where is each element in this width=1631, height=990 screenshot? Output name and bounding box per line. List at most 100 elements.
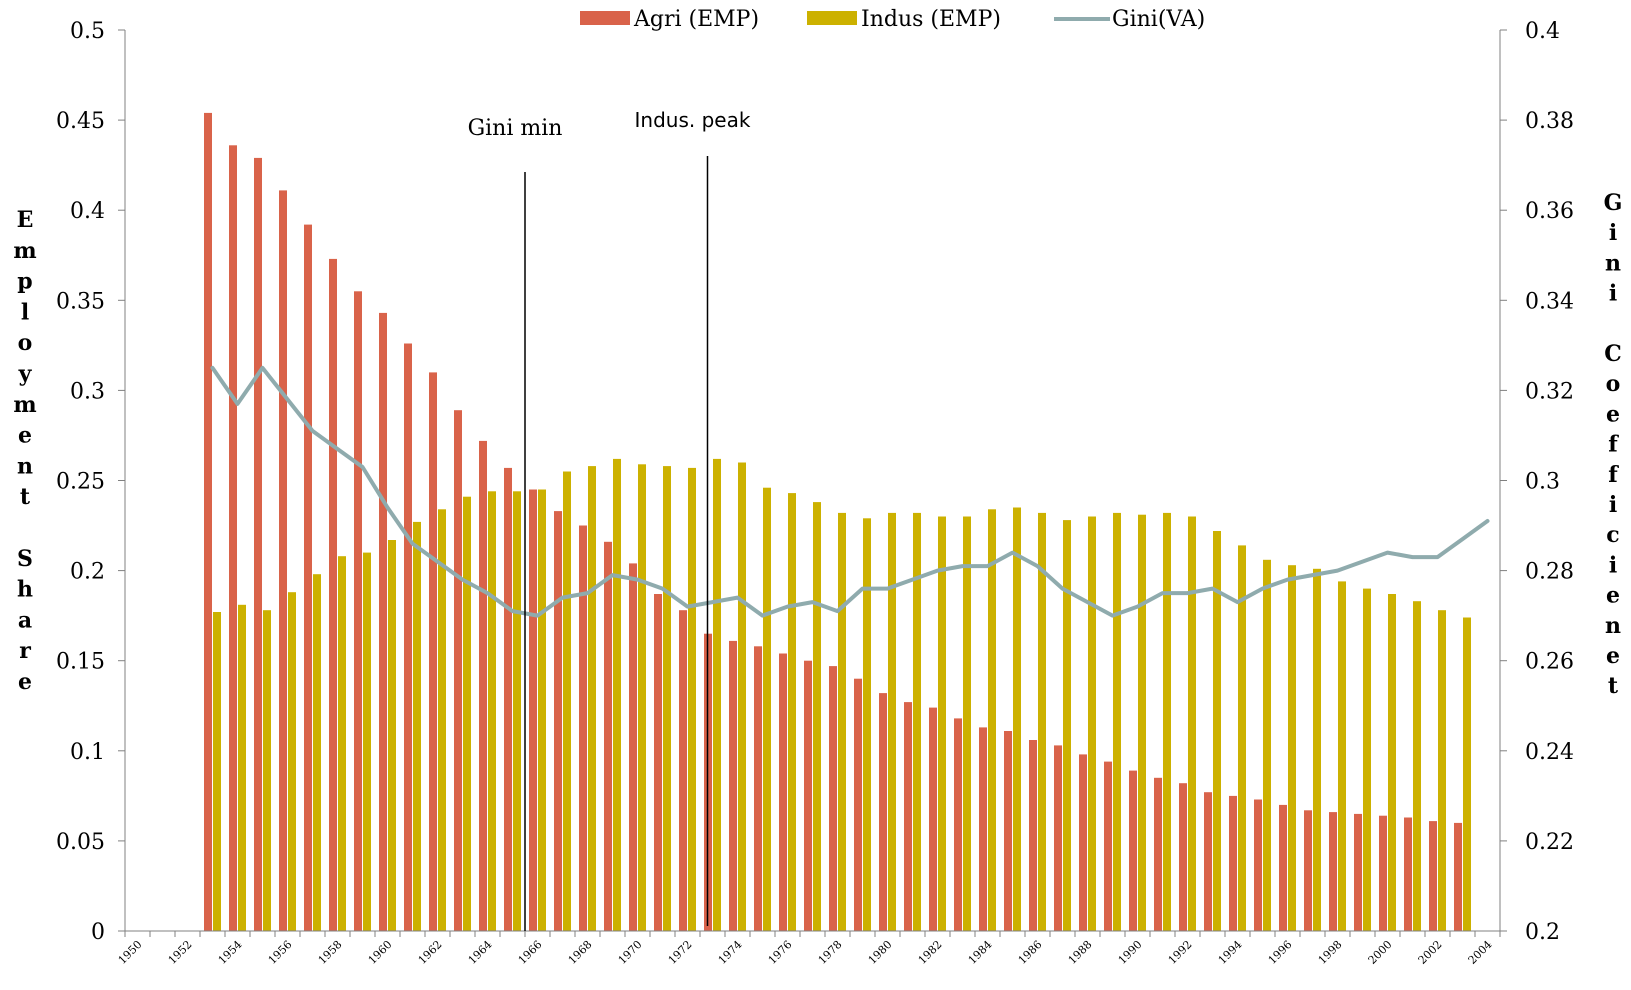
annotations-layer: Gini min Indus. peak <box>468 108 751 931</box>
agri-bar-2002 <box>1429 821 1437 931</box>
indus-bar-2000 <box>1388 594 1396 931</box>
x-tick-label: 1984 <box>966 938 995 967</box>
indus-bar-1986 <box>1038 512 1046 931</box>
right-axis-title-letter: C <box>1604 341 1622 367</box>
agri-bar-1972 <box>679 610 687 931</box>
agri-bar-1963 <box>454 410 462 931</box>
x-tick-label: 2000 <box>1366 938 1395 967</box>
agri-bar-1999 <box>1354 813 1362 931</box>
x-tick-label: 2004 <box>1466 938 1495 967</box>
indus-bar-1981 <box>913 512 921 931</box>
right-tick-label: 0.3 <box>1525 470 1560 495</box>
x-tick-label: 1998 <box>1316 938 1345 967</box>
indus-bar-1983 <box>963 516 971 931</box>
agri-bar-1989 <box>1104 761 1112 931</box>
legend-swatch-agri <box>580 11 630 25</box>
left-axis-title-letter: p <box>17 269 32 295</box>
x-tick-label: 1970 <box>616 938 645 967</box>
indus-bar-1996 <box>1288 565 1296 931</box>
left-axis-title-letter: o <box>18 330 33 356</box>
x-tick-label: 1964 <box>466 938 495 967</box>
agri-bar-1965 <box>504 467 512 931</box>
left-axis-title-letter: h <box>17 577 33 603</box>
indus-bar-1994 <box>1238 545 1246 931</box>
right-axis-title-letter: n <box>1605 250 1621 276</box>
legend-swatch-indus <box>807 11 857 25</box>
indus-bar-1966 <box>538 489 546 931</box>
right-tick-label: 0.26 <box>1525 650 1574 675</box>
x-tick-label: 1980 <box>866 938 895 967</box>
x-tick-label: 1950 <box>116 938 145 967</box>
x-tick-label: 1976 <box>766 938 795 967</box>
indus-bar-1974 <box>738 462 746 931</box>
agri-bar-1962 <box>429 372 437 931</box>
agri-bar-1978 <box>829 666 837 931</box>
left-tick-label: 0.25 <box>56 470 105 495</box>
right-tick-label: 0.22 <box>1525 830 1574 855</box>
indus-bar-1953 <box>213 612 221 931</box>
indus-bar-1969 <box>613 458 621 931</box>
right-axis-title-letter: i <box>1609 492 1617 518</box>
x-tick-label: 1952 <box>166 938 195 967</box>
left-axis-title-letter: a <box>18 607 32 633</box>
agri-bar-1979 <box>854 678 862 931</box>
agri-bar-1993 <box>1204 792 1212 931</box>
indus-bar-1968 <box>588 466 596 931</box>
right-axis-title-letter: e <box>1606 583 1620 609</box>
indus-bar-1956 <box>288 592 296 931</box>
x-tick-label: 1968 <box>566 938 595 967</box>
indus-bar-1990 <box>1138 514 1146 931</box>
left-axis-title-letter: S <box>17 546 33 572</box>
right-axis-title-letter: e <box>1606 643 1620 669</box>
legend: Agri (EMP) Indus (EMP) Gini(VA) <box>580 7 1205 32</box>
indus-bar-2002 <box>1438 610 1446 931</box>
left-axis-title-letter: y <box>18 361 33 387</box>
indus-bar-1989 <box>1113 512 1121 931</box>
agri-bar-1953 <box>204 112 212 931</box>
indus-bar-1976 <box>788 493 796 931</box>
agri-bar-1984 <box>979 727 987 931</box>
indus-bar-1967 <box>563 471 571 931</box>
x-tick-label: 1988 <box>1066 938 1095 967</box>
left-tick-label: 0.45 <box>56 109 105 134</box>
indus-bar-1962 <box>438 509 446 931</box>
agri-bar-1977 <box>804 660 812 931</box>
legend-label-indus: Indus (EMP) <box>861 7 1001 32</box>
agri-bar-1969 <box>604 541 612 931</box>
right-tick-label: 0.24 <box>1525 740 1574 765</box>
x-tick-label: 1960 <box>366 938 395 967</box>
indus-bar-1992 <box>1188 516 1196 931</box>
agri-bar-1955 <box>254 157 262 931</box>
left-axis-title-letter: m <box>13 238 36 264</box>
right-axis-title-letter: i <box>1609 220 1617 246</box>
indus-bar-1965 <box>513 491 521 931</box>
agri-bar-1985 <box>1004 731 1012 931</box>
x-tick-label: 1986 <box>1016 938 1045 967</box>
x-tick-label: 1962 <box>416 938 445 967</box>
agri-bar-1976 <box>779 653 787 931</box>
indus-bar-1979 <box>863 518 871 931</box>
indus-bar-1993 <box>1213 531 1221 931</box>
agri-bar-1987 <box>1054 745 1062 931</box>
right-tick-label: 0.4 <box>1525 19 1560 44</box>
left-tick-label: 0.2 <box>70 560 105 585</box>
agri-bar-1983 <box>954 718 962 931</box>
x-tick-label: 1992 <box>1166 938 1195 967</box>
agri-bar-1990 <box>1129 770 1137 931</box>
x-tick-label: 1954 <box>216 938 245 967</box>
indus-bar-1955 <box>263 610 271 931</box>
indus-peak-annotation: Indus. peak <box>635 108 751 132</box>
indus-bar-1964 <box>488 491 496 931</box>
agri-bar-1971 <box>654 594 662 931</box>
agri-bar-1957 <box>304 224 312 932</box>
x-tick-label: 1974 <box>716 938 745 967</box>
agri-bar-1974 <box>729 640 737 931</box>
indus-bar-1997 <box>1313 568 1321 931</box>
indus-bar-1998 <box>1338 581 1346 931</box>
indus-bar-1982 <box>938 516 946 931</box>
legend-label-agri: Agri (EMP) <box>633 7 759 32</box>
right-tick-label: 0.28 <box>1525 560 1574 585</box>
left-axis-title-letter: e <box>18 669 32 695</box>
